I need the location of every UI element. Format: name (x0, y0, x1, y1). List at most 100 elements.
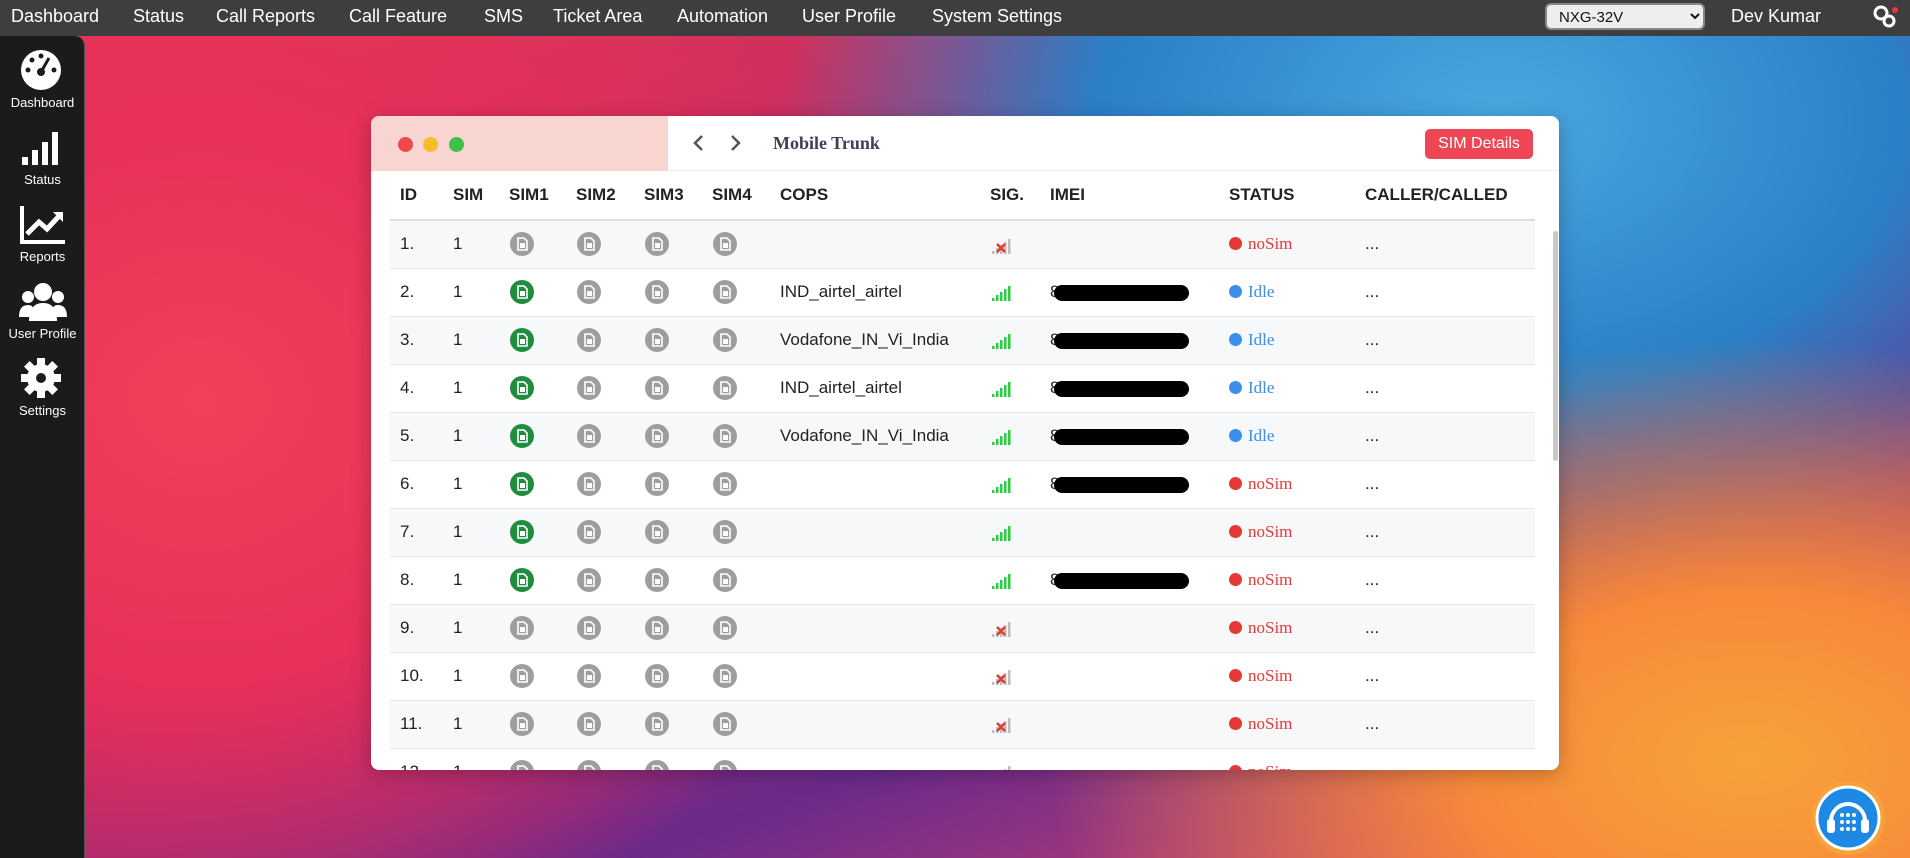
cell-sim-slot (499, 508, 566, 557)
cell-caller: ... (1355, 412, 1535, 461)
sim-glyph (652, 573, 663, 587)
cell-cops: Vodafone_IN_Vi_India (770, 316, 980, 365)
signal-bar (1008, 670, 1011, 686)
cell-id: 10. (390, 652, 443, 701)
sidebar-item[interactable]: Reports (0, 202, 85, 264)
forward-arrow[interactable] (725, 133, 745, 153)
nav-item[interactable]: System Settings (932, 6, 1063, 26)
sim-glyph (720, 621, 731, 635)
nav-item[interactable]: Call Feature (349, 6, 448, 26)
signal-icon (992, 718, 1011, 734)
signal-bar (996, 583, 999, 590)
sim-chip (520, 243, 525, 249)
nav-item[interactable]: Ticket Area (553, 6, 643, 26)
sidebar-label: Dashboard (10, 95, 75, 110)
sim-glyph (517, 525, 528, 539)
scrollbar[interactable] (1553, 231, 1558, 461)
device-select[interactable]: NXG-32V (1545, 3, 1705, 30)
support-button[interactable] (1809, 779, 1887, 857)
sim-glyph (720, 525, 731, 539)
sidebar-item[interactable]: Settings (0, 356, 85, 418)
sim-icon (645, 712, 669, 736)
sim-icon (645, 520, 669, 544)
cell-sim-slot (499, 604, 566, 653)
signal-icon (992, 670, 1011, 686)
cell-sim-slot (702, 316, 770, 365)
signal-bar (996, 439, 999, 446)
sidebar-icon (18, 283, 67, 321)
sidebar-item[interactable]: Status (0, 125, 85, 187)
sim-glyph (517, 285, 528, 299)
sim-glyph (517, 237, 528, 252)
sim-icon (713, 616, 737, 640)
sim-icon (713, 568, 737, 592)
table-area: ID SIM SIM1 SIM2 SIM3 SIM4 COPS SIG. IMEI STATUS C… (371, 171, 1559, 770)
cell-sim-slot (634, 748, 702, 770)
cell-sim-slot (566, 604, 634, 653)
cell-sim-slot (702, 412, 770, 461)
sidebar-item[interactable]: User Profile (0, 279, 85, 341)
plugin-icon[interactable] (1872, 4, 1900, 30)
cell-cops: IND_airtel_airtel (770, 268, 980, 317)
cell-sim-slot (566, 508, 634, 557)
window: Mobile Trunk SIM Details ID SIM SIM1 SIM2 SI… (371, 116, 1559, 770)
sim-icon (510, 712, 534, 736)
cell-caller: ... (1355, 652, 1535, 701)
cell-sim-slot (634, 268, 702, 317)
sim-chip (655, 723, 660, 728)
signal-bar (1008, 574, 1011, 590)
sim-icon (713, 328, 737, 352)
cell-status: noSim (1219, 460, 1355, 509)
nav-item[interactable]: Automation (677, 6, 769, 26)
status-dot (1229, 669, 1242, 682)
sim-icon (577, 376, 601, 400)
signal-bar (1008, 334, 1011, 350)
signal-bar (992, 538, 995, 542)
sim-glyph (584, 717, 595, 731)
sim-icon (510, 760, 534, 770)
close-dot[interactable] (398, 137, 413, 152)
sim-icon (645, 664, 669, 688)
sim-chip (655, 435, 660, 440)
sim-glyph (652, 429, 663, 443)
cell-sim-slot (634, 652, 702, 701)
sim-glyph (517, 717, 528, 731)
redaction (1054, 332, 1189, 349)
sim-chip (520, 483, 525, 488)
sim-glyph (584, 573, 595, 587)
sim-glyph (720, 477, 731, 491)
cell-imei (1040, 508, 1219, 557)
sim-chip (587, 483, 592, 488)
nav-item[interactable]: Status (133, 6, 185, 26)
cell-status: noSim (1219, 604, 1355, 653)
back-arrow[interactable] (689, 133, 709, 153)
nav-item[interactable]: Call Reports (216, 6, 316, 26)
header-left (371, 116, 668, 171)
sim-chip (587, 435, 592, 440)
cell-caller: ... (1355, 364, 1535, 413)
signal-bar (992, 298, 995, 302)
maximize-dot[interactable] (449, 137, 464, 152)
minimize-dot[interactable] (423, 137, 438, 152)
sim-chip (723, 531, 728, 536)
sim-icon (645, 424, 669, 448)
signal-bar (1004, 529, 1007, 542)
nav-item[interactable]: User Profile (802, 6, 897, 26)
sidebar-item[interactable]: Dashboard (0, 48, 85, 110)
signal-bar (992, 634, 995, 638)
cell-caller: ... (1355, 316, 1535, 365)
nav-item[interactable]: SMS (484, 6, 524, 26)
nav-item[interactable]: Dashboard (11, 6, 100, 26)
sim-chip (520, 675, 525, 680)
sim-glyph (720, 717, 731, 731)
sim-details-button[interactable]: SIM Details (1425, 129, 1533, 159)
sim-chip (723, 483, 728, 488)
user-name[interactable]: Dev Kumar (1731, 6, 1822, 26)
cell-status: noSim (1219, 700, 1355, 749)
signal-bar (1000, 436, 1003, 446)
cell-signal (980, 700, 1040, 749)
sim-glyph (652, 717, 663, 731)
sim-icon (645, 472, 669, 496)
sim-icon (645, 232, 669, 257)
